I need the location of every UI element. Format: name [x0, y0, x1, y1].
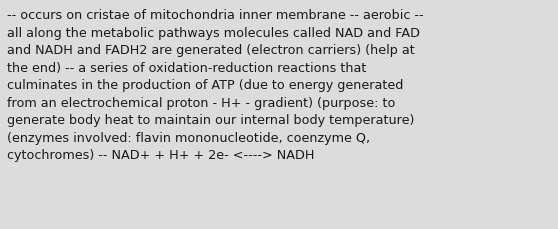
Text: -- occurs on cristae of mitochondria inner membrane -- aerobic --
all along the : -- occurs on cristae of mitochondria inn… [7, 9, 424, 161]
